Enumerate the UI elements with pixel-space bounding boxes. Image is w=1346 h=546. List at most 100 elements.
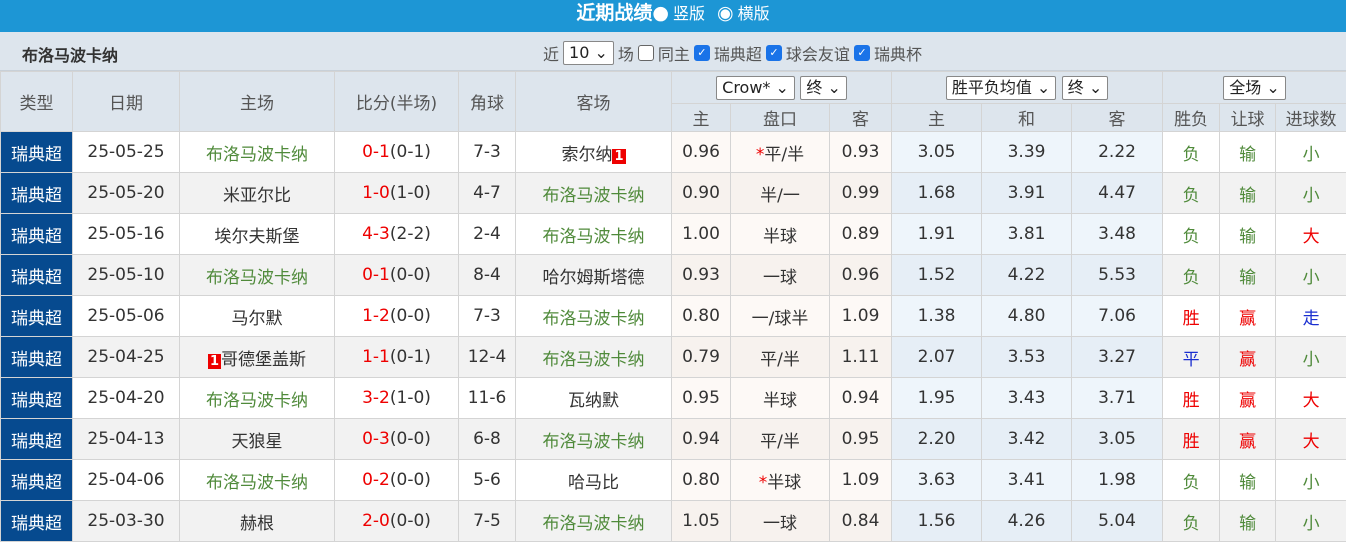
period-value: 全场	[1229, 77, 1262, 97]
home-team[interactable]: 米亚尔比	[223, 185, 291, 206]
handicap-away-odds: 0.89	[828, 213, 893, 255]
home-team-cell[interactable]: 天狼星	[179, 418, 335, 460]
table-row[interactable]: 瑞典超 25-05-16 埃尔夫斯堡 4-3(2-2) 2-4 布洛马波卡纳 1…	[0, 213, 1346, 255]
league-cell[interactable]: 瑞典超	[0, 172, 73, 214]
home-team[interactable]: 天狼星	[231, 431, 283, 452]
handicap-value: 平/半	[760, 431, 800, 452]
home-team-cell[interactable]: 布洛马波卡纳	[179, 377, 335, 419]
euro-stage-select[interactable]: 终 ⌄	[1061, 75, 1109, 100]
subcol-2: 客	[828, 103, 893, 132]
home-team[interactable]: 哥德堡盖斯	[221, 349, 307, 370]
league-cell[interactable]: 瑞典超	[0, 131, 73, 173]
away-team-cell[interactable]: 布洛马波卡纳	[515, 336, 672, 378]
filter-bar: 布洛马波卡纳 近 10 ⌄ 场 同主 ✓ 瑞典超 ✓ 球会友谊 ✓ 瑞典杯	[0, 32, 1346, 71]
away-team[interactable]: 索尔纳	[561, 144, 613, 165]
score-cell[interactable]: 1-2(0-0)	[334, 295, 459, 337]
league-cell[interactable]: 瑞典超	[0, 418, 73, 460]
home-team[interactable]: 埃尔夫斯堡	[214, 226, 300, 247]
period-select[interactable]: 全场 ⌄	[1223, 75, 1286, 100]
score-cell[interactable]: 0-3(0-0)	[334, 418, 459, 460]
home-team[interactable]: 布洛马波卡纳	[206, 144, 308, 165]
radio-horizontal-label[interactable]: 横版	[737, 4, 770, 23]
home-team[interactable]: 布洛马波卡纳	[206, 472, 308, 493]
home-team-cell[interactable]: 赫根	[179, 500, 335, 542]
away-team-cell[interactable]: 布洛马波卡纳	[515, 172, 672, 214]
league-cell[interactable]: 瑞典超	[0, 459, 73, 501]
away-team-cell[interactable]: 哈马比	[515, 459, 672, 501]
away-team[interactable]: 布洛马波卡纳	[542, 226, 645, 247]
home-team[interactable]: 布洛马波卡纳	[206, 390, 308, 411]
home-team[interactable]: 马尔默	[231, 308, 283, 329]
away-team[interactable]: 布洛马波卡纳	[542, 349, 645, 370]
table-row[interactable]: 瑞典超 25-04-06 布洛马波卡纳 0-2(0-0) 5-6 哈马比 0.8…	[0, 459, 1346, 501]
handicap-value: 半球	[767, 472, 802, 493]
home-team[interactable]: 布洛马波卡纳	[206, 267, 308, 288]
home-team-cell[interactable]: 布洛马波卡纳	[179, 254, 335, 296]
red-card-badge: 1	[207, 353, 222, 369]
away-team-cell[interactable]: 索尔纳 1	[515, 131, 672, 173]
table-row[interactable]: 瑞典超 25-05-25 布洛马波卡纳 0-1(0-1) 7-3 索尔纳 1 0.…	[0, 131, 1346, 173]
league-cell[interactable]: 瑞典超	[0, 295, 73, 337]
score-cell[interactable]: 2-0(0-0)	[334, 500, 459, 542]
home-team-cell[interactable]: 布洛马波卡纳	[179, 131, 335, 173]
table-row[interactable]: 瑞典超 25-05-06 马尔默 1-2(0-0) 7-3 布洛马波卡纳 0.8…	[0, 295, 1346, 337]
radio-vertical[interactable]: ●	[652, 2, 669, 24]
league-cell[interactable]: 瑞典超	[0, 213, 73, 255]
score-cell[interactable]: 1-1(0-1)	[334, 336, 459, 378]
home-team-cell[interactable]: 埃尔夫斯堡	[179, 213, 335, 255]
league-checkbox-0[interactable]: ✓	[693, 45, 710, 61]
score-cell[interactable]: 0-1(0-1)	[334, 131, 459, 173]
euro-draw-odds: 4.22	[981, 254, 1073, 296]
away-team[interactable]: 哈尔姆斯塔德	[542, 267, 645, 288]
home-team-cell[interactable]: 米亚尔比	[179, 172, 335, 214]
table-row[interactable]: 瑞典超 25-04-20 布洛马波卡纳 3-2(1-0) 11-6 瓦纳默 0.…	[0, 377, 1346, 419]
home-team-cell[interactable]: 马尔默	[179, 295, 335, 337]
handicap-value: 半球	[763, 390, 797, 411]
table-row[interactable]: 瑞典超 25-04-13 天狼星 0-3(0-0) 6-8 布洛马波卡纳 0.9…	[0, 418, 1346, 460]
away-team-cell[interactable]: 瓦纳默	[515, 377, 672, 419]
league-checkbox-2[interactable]: ✓	[853, 45, 870, 61]
home-team-cell[interactable]: 布洛马波卡纳	[179, 459, 335, 501]
home-team[interactable]: 赫根	[240, 513, 274, 534]
away-team[interactable]: 布洛马波卡纳	[542, 308, 645, 329]
away-team-cell[interactable]: 布洛马波卡纳	[515, 500, 672, 542]
score-cell[interactable]: 4-3(2-2)	[334, 213, 459, 255]
subcol-0: 主	[671, 103, 731, 132]
half-score: (0-1)	[389, 347, 431, 367]
league-cell[interactable]: 瑞典超	[0, 377, 73, 419]
league-cell[interactable]: 瑞典超	[0, 336, 73, 378]
league-cell[interactable]: 瑞典超	[0, 254, 73, 296]
table-row[interactable]: 瑞典超 25-04-25 1 哥德堡盖斯 1-1(0-1) 12-4 布洛马波卡纳…	[0, 336, 1346, 378]
score-cell[interactable]: 3-2(1-0)	[334, 377, 459, 419]
count-select[interactable]: 10 ⌄	[563, 41, 614, 65]
handicap-result-cell: 赢	[1219, 295, 1277, 337]
away-team[interactable]: 哈马比	[568, 472, 619, 493]
score-cell[interactable]: 0-2(0-0)	[334, 459, 459, 501]
handicap-stage-select[interactable]: 终 ⌄	[800, 75, 847, 100]
away-team[interactable]: 瓦纳默	[568, 390, 619, 411]
same-home-checkbox[interactable]	[637, 45, 654, 61]
away-team-cell[interactable]: 哈尔姆斯塔德	[515, 254, 672, 296]
away-team[interactable]: 布洛马波卡纳	[542, 513, 645, 534]
radio-horizontal[interactable]: ◉	[717, 2, 734, 24]
company-select[interactable]: Crow* ⌄	[716, 75, 795, 100]
table-row[interactable]: 瑞典超 25-05-10 布洛马波卡纳 0-1(0-0) 8-4 哈尔姆斯塔德 …	[0, 254, 1346, 296]
table-row[interactable]: 瑞典超 25-03-30 赫根 2-0(0-0) 7-5 布洛马波卡纳 1.05…	[0, 500, 1346, 542]
away-team-cell[interactable]: 布洛马波卡纳	[515, 418, 672, 460]
euro-home-odds: 2.07	[891, 336, 983, 378]
full-score: 1-0	[362, 183, 390, 203]
score-cell[interactable]: 0-1(0-0)	[334, 254, 459, 296]
euro-select[interactable]: 胜平负均值 ⌄	[945, 75, 1057, 100]
radio-vertical-label[interactable]: 竖版	[672, 4, 705, 23]
away-team-cell[interactable]: 布洛马波卡纳	[515, 295, 672, 337]
score-cell[interactable]: 1-0(1-0)	[334, 172, 459, 214]
league-cell[interactable]: 瑞典超	[0, 500, 73, 542]
euro-draw-odds: 3.39	[981, 131, 1073, 173]
table-row[interactable]: 瑞典超 25-05-20 米亚尔比 1-0(1-0) 4-7 布洛马波卡纳 0.…	[0, 172, 1346, 214]
away-team-cell[interactable]: 布洛马波卡纳	[515, 213, 672, 255]
away-team[interactable]: 布洛马波卡纳	[542, 185, 645, 206]
recent-matches-table: 类型 日期 主场 比分(半场) 角球 客场 Crow* ⌄ 终 ⌄ 胜平负均值 …	[0, 71, 1346, 542]
away-team[interactable]: 布洛马波卡纳	[542, 431, 645, 452]
league-checkbox-1[interactable]: ✓	[765, 45, 782, 61]
home-team-cell[interactable]: 1 哥德堡盖斯	[179, 336, 335, 378]
